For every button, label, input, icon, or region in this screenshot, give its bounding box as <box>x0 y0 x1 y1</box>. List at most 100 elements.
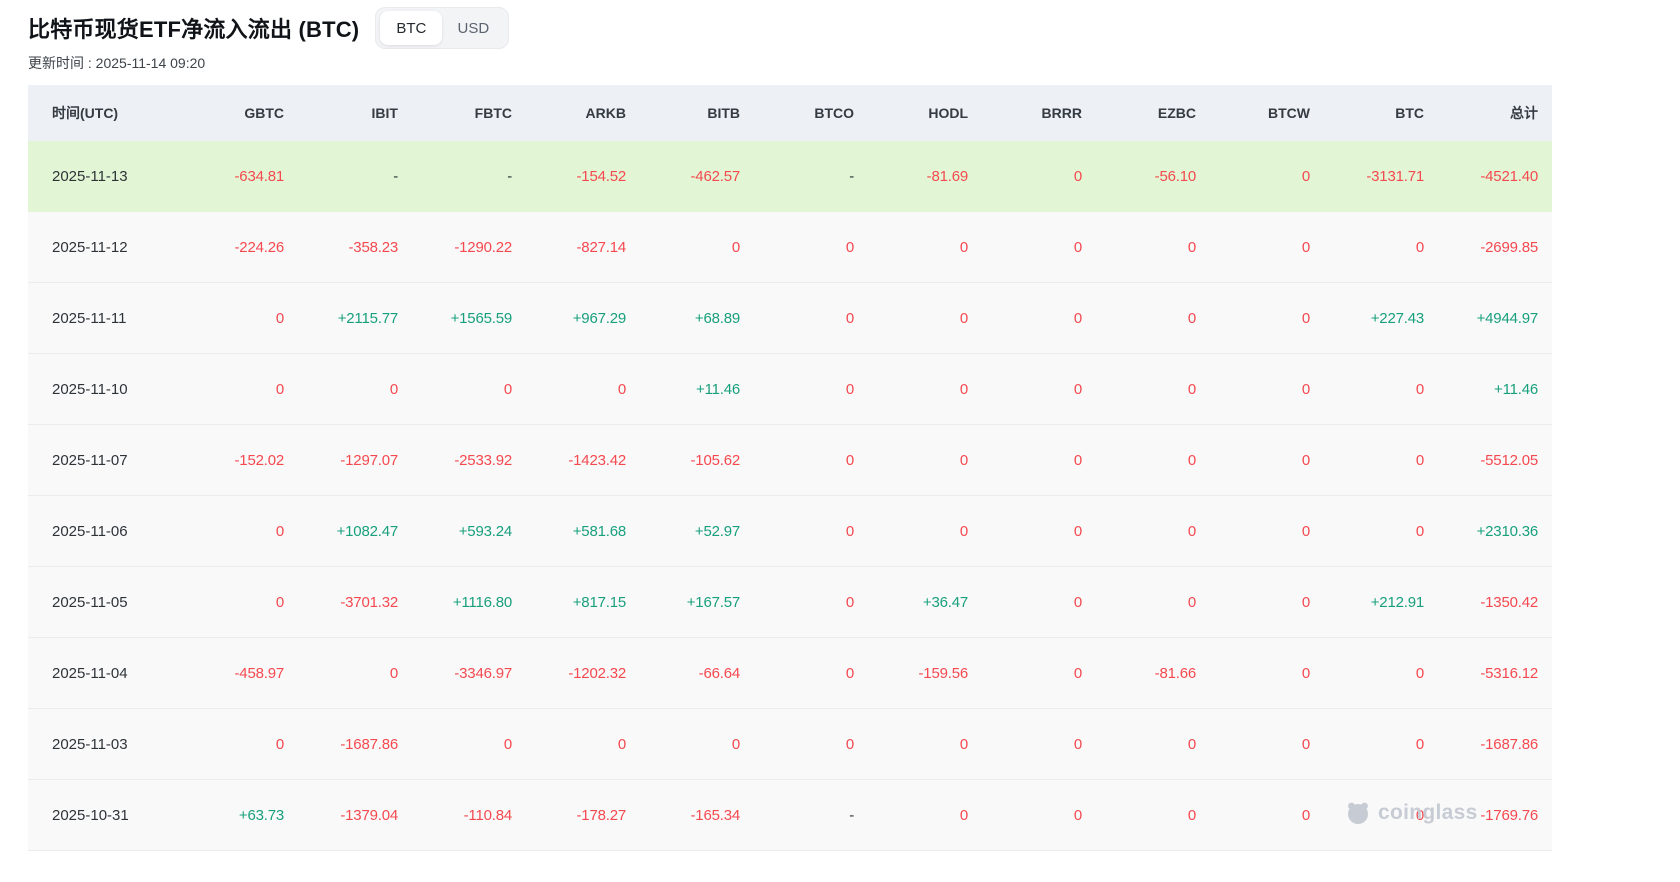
value-cell: 0 <box>275 735 284 753</box>
date-cell: 2025-11-06 <box>52 522 128 540</box>
value-cell: 0 <box>959 451 968 469</box>
table-row: 2025-10-31 +63.73 -1379.04 -110.84 -178.27 -1… <box>28 780 1552 851</box>
value-cell: -66.64 <box>698 664 741 682</box>
value-cell: -3701.32 <box>340 593 398 611</box>
value-cell: -1290.22 <box>454 238 512 256</box>
value-cell: -224.26 <box>234 238 285 256</box>
value-cell: -1297.07 <box>340 451 398 469</box>
value-cell: 0 <box>959 735 968 753</box>
value-cell: -159.56 <box>918 664 969 682</box>
value-cell: -1687.86 <box>340 735 398 753</box>
value-cell: -2533.92 <box>454 451 512 469</box>
value-cell: - <box>849 806 854 824</box>
value-cell: 0 <box>1415 238 1424 256</box>
table-row: 2025-11-11 0 +2115.77 +1565.59 +967.29 +68.89… <box>28 283 1552 354</box>
value-cell: 0 <box>1301 806 1310 824</box>
value-cell: 0 <box>1301 522 1310 540</box>
value-cell: 0 <box>389 380 398 398</box>
value-cell: 0 <box>389 664 398 682</box>
value-cell: 0 <box>275 593 284 611</box>
value-cell: 0 <box>617 735 626 753</box>
value-cell: +967.29 <box>572 309 626 327</box>
value-cell: 0 <box>959 522 968 540</box>
toggle-usd-button[interactable]: USD <box>457 19 490 37</box>
value-cell: -152.02 <box>234 451 285 469</box>
value-cell: 0 <box>959 806 968 824</box>
value-cell: - <box>507 168 512 185</box>
value-cell: 0 <box>1187 380 1196 398</box>
value-cell: 0 <box>1301 168 1310 185</box>
value-cell: 0 <box>1415 522 1424 540</box>
value-cell: 0 <box>1301 380 1310 398</box>
value-cell: -1379.04 <box>340 806 398 824</box>
table-row: 2025-11-12 -224.26 -358.23 -1290.22 -827.14 0… <box>28 212 1552 283</box>
value-cell: +2115.77 <box>337 309 398 327</box>
column-header-BTCW: BTCW <box>1268 105 1310 121</box>
value-cell: -3131.71 <box>1366 168 1424 185</box>
value-cell: 0 <box>845 238 854 256</box>
table-row: 2025-11-05 0 -3701.32 +1116.80 +817.15 +167.5… <box>28 567 1552 638</box>
toggle-btc-button[interactable]: BTC <box>380 11 443 45</box>
value-cell: 0 <box>1415 806 1424 824</box>
value-cell: +593.24 <box>458 522 512 540</box>
value-cell: -5512.05 <box>1480 451 1538 469</box>
table-row: 2025-11-06 0 +1082.47 +593.24 +581.68 +52.97 0… <box>28 496 1552 567</box>
column-header-BTC: BTC <box>1395 105 1424 121</box>
value-cell: -165.34 <box>690 806 741 824</box>
value-cell: 0 <box>845 735 854 753</box>
table-row: 2025-11-07 -152.02 -1297.07 -2533.92 -1423.4… <box>28 425 1552 496</box>
value-cell: 0 <box>959 380 968 398</box>
value-cell: +212.91 <box>1370 593 1424 611</box>
column-header-FBTC: FBTC <box>474 105 512 121</box>
column-header-IBIT: IBIT <box>371 105 398 121</box>
value-cell: 0 <box>1301 309 1310 327</box>
value-cell: +63.73 <box>238 806 284 824</box>
column-header-GBTC: GBTC <box>244 105 284 121</box>
value-cell: 0 <box>1073 593 1082 611</box>
column-header-ARKB: ARKB <box>585 105 626 121</box>
date-cell: 2025-11-11 <box>52 309 127 327</box>
value-cell: -1769.76 <box>1480 806 1538 824</box>
value-cell: -81.69 <box>926 168 969 185</box>
value-cell: +4944.97 <box>1476 309 1539 327</box>
value-cell: -1423.42 <box>568 451 626 469</box>
table-row: 2025-11-10 0 0 0 0 +11.46 0 0 0 0 0 0 +11.46 <box>28 354 1552 425</box>
value-cell: +817.15 <box>572 593 626 611</box>
value-cell: +52.97 <box>694 522 740 540</box>
value-cell: 0 <box>503 735 512 753</box>
value-cell: - <box>393 168 398 185</box>
value-cell: 0 <box>845 451 854 469</box>
value-cell: 0 <box>1187 451 1196 469</box>
column-header-EZBC: EZBC <box>1157 105 1196 121</box>
value-cell: 0 <box>845 309 854 327</box>
value-cell: +227.43 <box>1370 309 1424 327</box>
value-cell: 0 <box>275 309 284 327</box>
value-cell: -462.57 <box>690 168 741 185</box>
value-cell: +167.57 <box>686 593 740 611</box>
value-cell: 0 <box>1073 168 1082 185</box>
value-cell: 0 <box>275 380 284 398</box>
value-cell: -110.84 <box>463 806 513 824</box>
value-cell: 0 <box>1415 451 1424 469</box>
value-cell: -827.14 <box>576 238 627 256</box>
value-cell: -81.66 <box>1154 664 1197 682</box>
value-cell: 0 <box>1301 593 1310 611</box>
value-cell: 0 <box>1073 309 1082 327</box>
value-cell: -1202.32 <box>568 664 626 682</box>
value-cell: 0 <box>1073 806 1082 824</box>
value-cell: +581.68 <box>572 522 626 540</box>
date-cell: 2025-11-07 <box>52 451 128 469</box>
value-cell: 0 <box>1301 735 1310 753</box>
date-cell: 2025-11-12 <box>52 238 128 256</box>
title-row: 比特币现货ETF净流入流出 (BTC) BTC USD <box>28 0 1652 49</box>
etf-flow-table: 时间(UTC) GBTC IBIT FBTC ARKB BITB BTCO HODL BRRR E… <box>28 85 1552 851</box>
date-cell: 2025-11-13 <box>52 168 128 185</box>
value-cell: 0 <box>845 380 854 398</box>
table-row: 2025-11-03 0 -1687.86 0 0 0 0 0 0 0 0 0 -1687.86 <box>28 709 1552 780</box>
value-cell: 0 <box>1187 238 1196 256</box>
value-cell: -56.10 <box>1154 168 1197 185</box>
value-cell: 0 <box>1187 309 1196 327</box>
value-cell: - <box>849 168 854 185</box>
table-row: 2025-11-04 -458.97 0 -3346.97 -1202.32 -66.64… <box>28 638 1552 709</box>
